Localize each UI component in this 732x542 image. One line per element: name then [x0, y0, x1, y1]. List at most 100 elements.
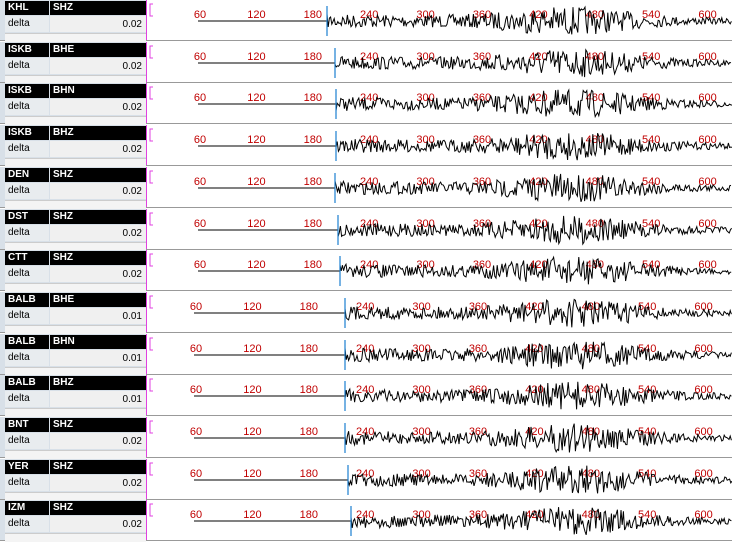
trace-header: KHL SHZ delta 0.02 [0, 0, 147, 42]
time-tick-label: 540 [642, 176, 660, 188]
trace-header: CTT SHZ delta 0.02 [0, 250, 147, 293]
time-tick-label: 600 [694, 384, 712, 396]
trace-plot: 60 120 180 240 300 360 420 480 540 600 [149, 253, 732, 287]
delta-value: 0.01 [50, 391, 146, 408]
station-name: BALB [5, 334, 49, 349]
time-tick-label: 600 [698, 51, 716, 63]
header-cell [5, 533, 146, 542]
waveform [194, 423, 732, 454]
time-tick-label: 180 [300, 301, 318, 313]
header-cell [5, 241, 146, 251]
bracket [149, 462, 153, 476]
time-tick-label: 300 [412, 426, 430, 438]
delta-value: 0.02 [50, 224, 146, 241]
delta-label: delta [5, 57, 49, 74]
delta-value: 0.02 [50, 266, 146, 283]
time-tick-label: 180 [304, 9, 322, 21]
time-tick-label: 540 [642, 9, 660, 21]
bracket [149, 128, 153, 142]
trace-header: ISKB BHN delta 0.02 [0, 83, 147, 126]
trace-row: ISKB BHE delta 0.02 60 120 180 240 300 360 420 480 5… [0, 41, 732, 84]
delta-value: 0.02 [50, 182, 146, 199]
time-tick-label: 540 [642, 134, 660, 146]
channel-name: SHZ [50, 1, 146, 15]
bracket [149, 86, 153, 100]
delta-value: 0.01 [50, 349, 146, 366]
waveform [198, 5, 732, 35]
waveform [194, 340, 732, 369]
trace-plot: 60 120 180 240 300 360 420 480 540 600 [149, 295, 732, 328]
time-tick-label: 60 [194, 51, 206, 63]
time-tick-label: 360 [473, 92, 491, 104]
station-name: CTT [5, 251, 49, 266]
trace-plot: 60 120 180 240 300 360 420 480 540 600 [149, 86, 732, 120]
time-tick-label: 120 [243, 301, 261, 313]
time-tick-label: 360 [473, 176, 491, 188]
channel-name: BHE [50, 292, 146, 307]
time-tick-label: 180 [300, 343, 318, 355]
time-tick-label: 120 [243, 384, 261, 396]
trace-header: BNT SHZ delta 0.02 [0, 417, 147, 459]
delta-label: delta [5, 433, 49, 449]
time-tick-label: 180 [300, 509, 318, 521]
bracket [149, 170, 153, 184]
trace-row: ISKB BHN delta 0.02 60 120 180 240 300 360 420 480 5… [0, 83, 732, 126]
time-tick-label: 420 [525, 426, 543, 438]
trace-header: ISKB BHE delta 0.02 [0, 41, 147, 84]
channel-name: SHZ [50, 459, 146, 474]
waveform [198, 88, 732, 119]
trace-plot: 60 120 180 240 300 360 420 480 540 600 [149, 420, 732, 454]
trace-plot: 60 120 180 240 300 360 420 480 540 600 [149, 462, 732, 495]
trace-row: ISKB BHZ delta 0.02 60 120 180 240 300 360 420 480 5… [0, 125, 732, 168]
waveform [198, 47, 732, 77]
time-tick-label: 180 [300, 468, 318, 480]
header-cell [5, 324, 146, 334]
time-tick-label: 300 [416, 218, 434, 230]
trace-row: KHL SHZ delta 0.02 60 120 180 240 300 360 420 480 54… [0, 0, 732, 42]
time-tick-label: 180 [304, 259, 322, 271]
time-tick-label: 420 [529, 259, 547, 271]
time-tick-label: 360 [473, 9, 491, 21]
time-tick-label: 60 [194, 92, 206, 104]
channel-name: BHE [50, 42, 146, 57]
time-tick-label: 60 [190, 343, 202, 355]
time-tick-label: 240 [360, 9, 378, 21]
time-tick-label: 240 [356, 384, 374, 396]
trace-header: YER SHZ delta 0.02 [0, 458, 147, 501]
trace-header: BALB BHZ delta 0.01 [0, 375, 147, 418]
time-tick-label: 240 [360, 51, 378, 63]
header-cell [5, 283, 146, 293]
time-tick-label: 60 [190, 509, 202, 521]
station-name: BALB [5, 376, 49, 391]
station-name: ISKB [5, 42, 49, 57]
time-tick-label: 600 [698, 218, 716, 230]
station-name: DST [5, 209, 49, 224]
time-tick-label: 60 [194, 218, 206, 230]
channel-name: SHZ [50, 209, 146, 224]
delta-value: 0.02 [50, 474, 146, 491]
time-tick-label: 480 [586, 218, 604, 230]
time-tick-label: 300 [412, 343, 430, 355]
trace-header: IZM SHZ delta 0.02 [0, 500, 147, 542]
time-tick-label: 180 [304, 51, 322, 63]
time-tick-label: 600 [694, 343, 712, 355]
time-tick-label: 360 [473, 134, 491, 146]
bracket [149, 3, 153, 17]
time-tick-label: 120 [243, 468, 261, 480]
waveform [194, 382, 732, 410]
time-tick-label: 300 [412, 301, 430, 313]
waveform [198, 255, 732, 285]
time-tick-label: 180 [300, 384, 318, 396]
time-tick-label: 60 [190, 384, 202, 396]
delta-value: 0.02 [50, 516, 146, 533]
delta-label: delta [5, 391, 49, 408]
bracket [149, 503, 153, 517]
trace-header: ISKB BHZ delta 0.02 [0, 125, 147, 168]
time-tick-label: 120 [243, 509, 261, 521]
trace-row: BALB BHN delta 0.01 60 120 180 240 300 360 420 480 5… [0, 333, 732, 376]
delta-label: delta [5, 307, 49, 324]
delta-value: 0.02 [50, 99, 146, 116]
delta-value: 0.01 [50, 307, 146, 324]
time-tick-label: 120 [243, 343, 261, 355]
delta-value: 0.02 [50, 57, 146, 74]
